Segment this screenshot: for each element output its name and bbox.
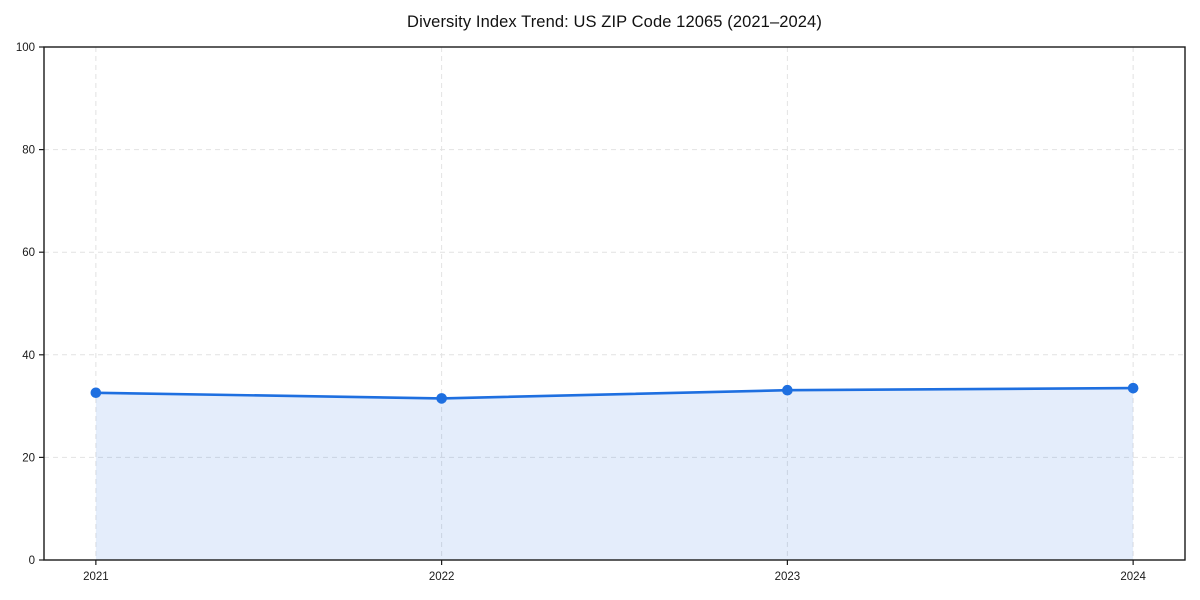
data-point-marker	[436, 393, 447, 404]
plot-border	[43, 46, 1186, 561]
y-tick-label: 40	[22, 350, 35, 362]
x-tick-label: 2022	[429, 571, 455, 583]
y-tick-label: 0	[29, 555, 35, 567]
data-point-marker	[782, 384, 793, 396]
data-point-marker	[90, 387, 102, 399]
x-tick-label: 2023	[775, 571, 801, 583]
chart-title: Diversity Index Trend: US ZIP Code 12065…	[407, 13, 822, 31]
trend-line	[94, 386, 1135, 400]
y-tick-label: 60	[22, 247, 35, 259]
x-tick-label: 2021	[83, 571, 109, 583]
y-tick-label: 100	[16, 42, 35, 54]
y-tick-label: 80	[22, 145, 35, 157]
area-fill	[95, 388, 1134, 560]
data-point-marker	[1127, 382, 1139, 394]
y-tick-label: 20	[22, 452, 35, 464]
x-tick-label: 2024	[1120, 571, 1146, 583]
